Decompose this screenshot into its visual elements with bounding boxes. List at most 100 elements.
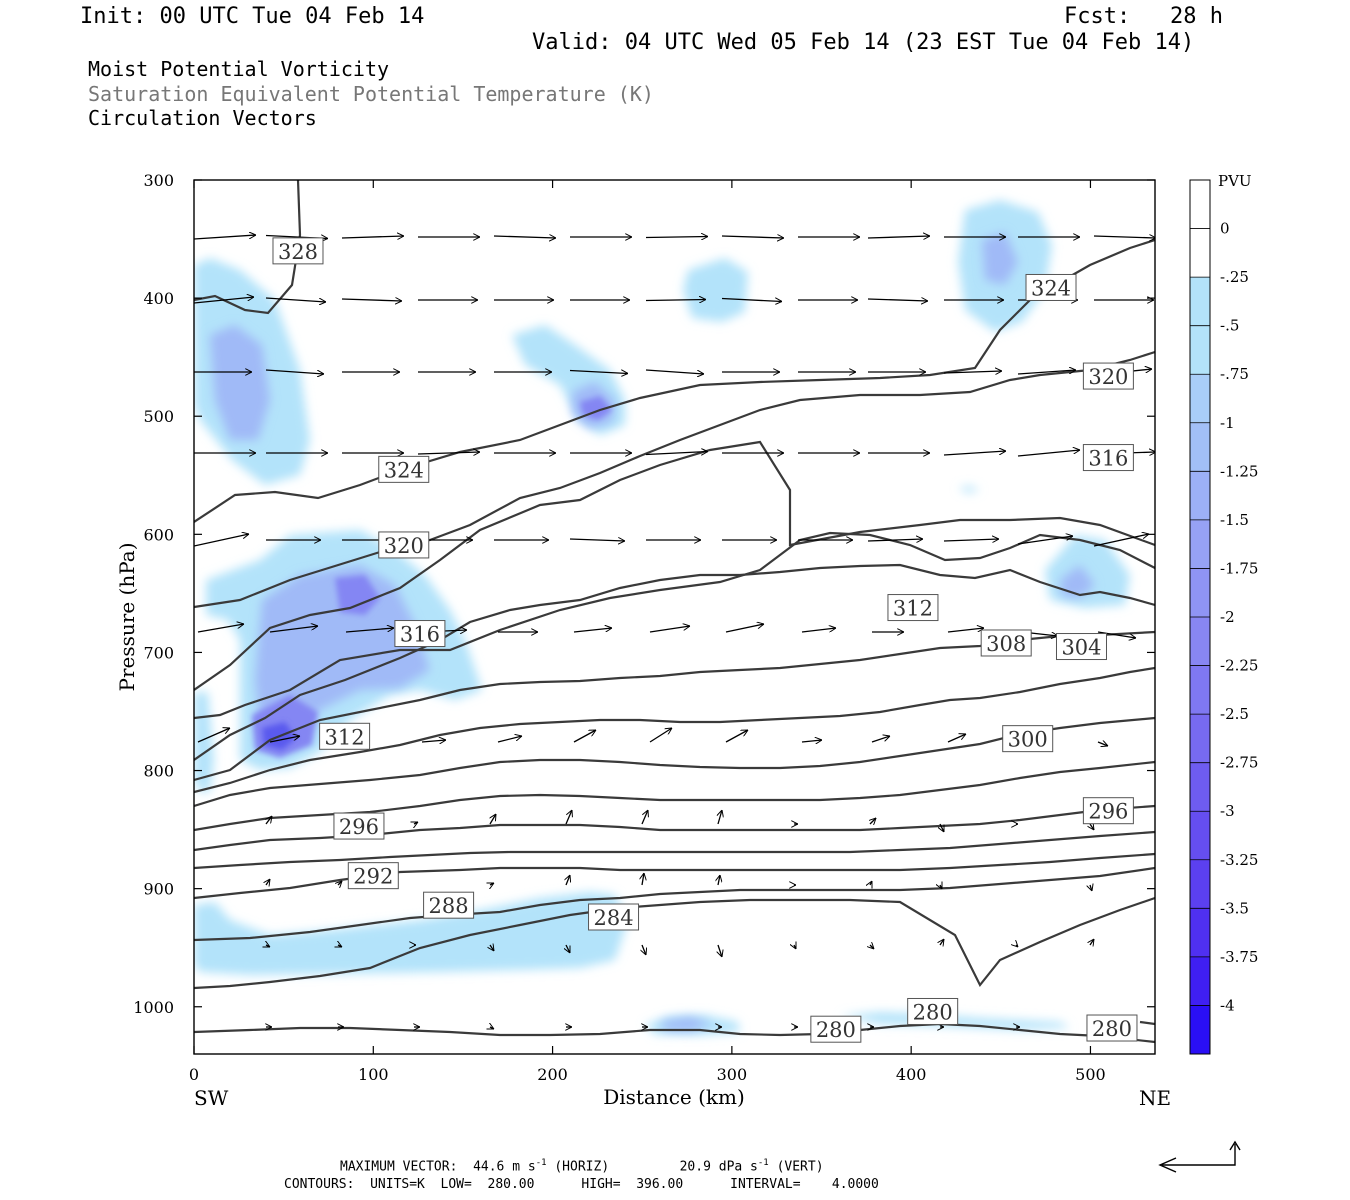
contour-296-a <box>194 716 1155 808</box>
contour-label: 316 <box>1088 447 1128 471</box>
circulation-vector <box>943 451 1006 456</box>
contour-284-a <box>194 866 1155 942</box>
circulation-vector <box>194 534 249 547</box>
circulation-vector <box>1093 236 1155 238</box>
contour-label-box <box>378 455 430 483</box>
colorbar-swatch <box>1190 471 1210 521</box>
circulation-vector <box>197 624 244 633</box>
colorbar-swatch <box>1190 908 1210 958</box>
contour-label-box <box>907 997 959 1025</box>
pv-shading <box>194 200 1130 1035</box>
colorbar-swatch <box>1190 277 1210 327</box>
circulation-vector <box>867 236 930 238</box>
colorbar-label: -2.75 <box>1220 754 1258 772</box>
circulation-vector <box>338 945 342 948</box>
circulation-vector <box>417 452 480 454</box>
sw-label: SW <box>194 1086 229 1110</box>
contour-label: 296 <box>339 815 379 839</box>
contour-label-box <box>378 531 430 559</box>
circulation-vector <box>573 729 596 743</box>
circulation-vector <box>266 945 270 948</box>
circulation-vector <box>641 810 648 825</box>
circulation-vector <box>421 740 446 742</box>
y-tick-label: 400 <box>143 289 174 308</box>
circulation-vector <box>940 885 943 889</box>
circulation-vector <box>345 628 394 633</box>
circulation-vector <box>265 369 324 374</box>
colorbar-label: -1.5 <box>1220 511 1249 529</box>
circulation-vector <box>725 729 748 743</box>
circulation-vector <box>490 1027 494 1030</box>
contour-label-box <box>1086 1014 1138 1042</box>
x-tick-label: 200 <box>537 1065 568 1084</box>
contour-label-box <box>810 1015 862 1043</box>
colorbar-unit: PVU <box>1218 172 1252 190</box>
contour-label-box <box>319 722 371 750</box>
circulation-vector <box>266 816 272 825</box>
max-vector-label: MAXIMUM VECTOR: <box>340 1159 458 1175</box>
colorbar-swatch <box>1190 374 1210 424</box>
circulation-vector <box>1090 939 1094 945</box>
circulation-vector <box>490 814 496 825</box>
circulation-vector <box>269 736 300 743</box>
y-tick-label: 800 <box>143 762 174 781</box>
circulation-vector <box>493 236 556 238</box>
circulation-vector <box>1090 885 1092 891</box>
x-tick-label: 300 <box>717 1065 748 1084</box>
contour-label-box <box>423 891 475 919</box>
contour-308 <box>194 563 1155 761</box>
y-tick-label: 700 <box>143 643 174 662</box>
ne-label: NE <box>1139 1086 1171 1110</box>
horiz-unit: m s <box>512 1159 536 1175</box>
circulation-vector <box>569 539 625 541</box>
pv-region-boundary-layer <box>194 892 628 975</box>
circulation-vector <box>721 299 782 302</box>
circulation-vector <box>718 944 722 957</box>
valid-time: Valid: 04 UTC Wed 05 Feb 14 (23 EST Tue … <box>532 30 1195 55</box>
colorbar-label: -1.25 <box>1220 462 1258 480</box>
colorbar-label: -.25 <box>1220 268 1249 286</box>
contour-label-box <box>347 862 399 890</box>
contour-284-b <box>194 896 1155 990</box>
y-tick-label: 900 <box>143 880 174 899</box>
circulation-vector <box>341 236 404 238</box>
circulation-vector <box>341 299 402 301</box>
circulation-vector <box>718 875 720 886</box>
x-tick-label: 400 <box>896 1065 927 1084</box>
contour-label-box <box>1002 725 1054 753</box>
colorbar-label: -4 <box>1220 996 1235 1014</box>
contour-label: 312 <box>325 725 365 749</box>
contour-label: 320 <box>1088 365 1128 389</box>
colorbar-swatch <box>1190 1005 1210 1055</box>
contour-288-a <box>194 830 1155 870</box>
circulation-vector <box>721 236 784 238</box>
max-vector-line: MAXIMUM VECTOR: 44.6 m s-1 (HORIZ) 20.9 … <box>340 1158 824 1174</box>
contour-label-box <box>588 903 640 931</box>
pv-region-speck <box>958 486 980 493</box>
contour-300 <box>194 666 1155 794</box>
circulation-vector <box>566 944 571 953</box>
pv-mid-upper-right <box>982 232 1018 285</box>
circulation-vector <box>725 624 764 633</box>
circulation-vector <box>265 297 326 302</box>
contour-label-box <box>1055 633 1107 661</box>
colorbar-label: -3.5 <box>1220 899 1249 917</box>
circulation-vector <box>1097 742 1108 746</box>
circulation-vector <box>266 879 270 885</box>
contour-label-box <box>1025 273 1077 301</box>
contour-316 <box>194 440 1155 691</box>
colorbar-swatch <box>1190 519 1210 569</box>
circulation-vector <box>940 939 944 945</box>
circulation-vector <box>943 539 999 541</box>
circulation-vector <box>867 539 923 541</box>
contour-label-box <box>1082 444 1134 472</box>
circulation-vector <box>870 818 876 824</box>
title-theta-es: Saturation Equivalent Potential Temperat… <box>88 82 654 106</box>
colorbar-label: -3 <box>1220 802 1235 820</box>
title-mpv: Moist Potential Vorticity <box>88 57 390 81</box>
contour-label: 284 <box>593 906 633 930</box>
circulation-vector <box>649 626 690 633</box>
circulation-vector <box>1016 945 1018 947</box>
colorbar-label: -3.75 <box>1220 948 1258 966</box>
